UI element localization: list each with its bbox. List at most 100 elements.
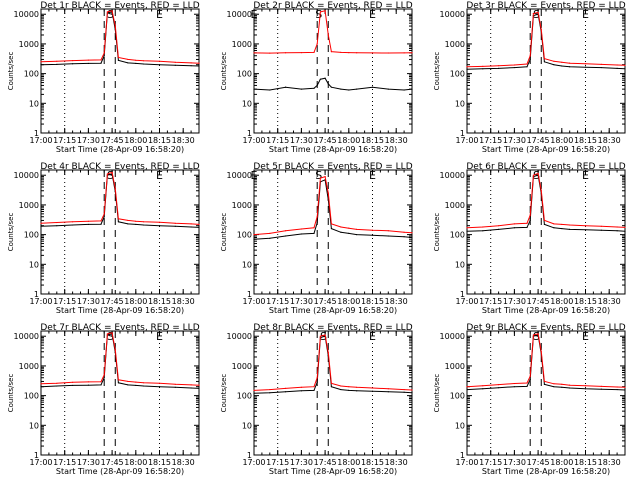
- y-tick-label: 1000: [19, 40, 39, 49]
- x-tick-label: 17:45: [101, 136, 124, 145]
- data-point-lld: [537, 172, 539, 175]
- y-tick-label: 10: [455, 421, 465, 430]
- data-point-events: [371, 86, 374, 88]
- data-point-events: [403, 236, 405, 238]
- data-point-lld: [482, 65, 484, 67]
- x-tick-label: 18:15: [574, 458, 597, 467]
- data-point-lld: [56, 221, 58, 224]
- data-point-events: [269, 237, 271, 239]
- y-tick-label: 10000: [440, 171, 465, 180]
- y-tick-label: 1000: [19, 362, 39, 371]
- data-point-events: [569, 228, 571, 230]
- data-point-events: [411, 392, 413, 394]
- x-tick-label: 18:15: [361, 297, 384, 306]
- panel-6: Det 6r BLACK = Events, RED = LLD 1 10 100 10…: [433, 162, 626, 315]
- data-point-events: [56, 63, 58, 65]
- panel-1: Det 1r BLACK = Events, RED = LLD 1 10 100 10…: [7, 1, 200, 154]
- panel-title: Det 9r BLACK = Events, RED = LLD: [466, 323, 625, 333]
- panel-2: Det 2r BLACK = Events, RED = LLD 1 10 100 10…: [220, 1, 413, 154]
- data-point-events: [285, 235, 287, 237]
- data-point-lld: [316, 377, 318, 379]
- x-tick-label: 18:00: [124, 136, 147, 145]
- data-point-lld: [135, 59, 137, 61]
- data-point-lld: [513, 223, 516, 225]
- data-point-lld: [103, 213, 105, 215]
- data-point-lld: [319, 335, 321, 337]
- data-point-lld: [106, 11, 108, 13]
- x-tick-label: 17:30: [77, 136, 100, 145]
- plot-frame: [40, 330, 200, 456]
- data-point-lld: [324, 10, 326, 12]
- y-tick-label: 10000: [14, 171, 39, 180]
- y-tick-label: 10: [29, 260, 39, 269]
- data-point-lld: [198, 384, 200, 386]
- y-tick-label: 10: [242, 421, 252, 430]
- x-tick-label: 18:30: [385, 136, 408, 145]
- data-point-lld: [117, 379, 120, 381]
- data-point-events: [143, 385, 145, 387]
- series-line-events: [253, 77, 413, 91]
- x-tick-label: 17:00: [29, 136, 52, 145]
- panel-title: Det 4r BLACK = Events, RED = LLD: [40, 162, 199, 172]
- data-point-lld: [540, 29, 542, 31]
- data-point-lld: [72, 381, 74, 383]
- x-tick-label: 17:15: [53, 297, 76, 306]
- y-tick-label: 1: [34, 290, 39, 299]
- data-point-events: [56, 225, 58, 227]
- data-point-lld: [411, 389, 413, 391]
- panel-title: Det 5r BLACK = Events, RED = LLD: [253, 162, 412, 172]
- data-point-lld: [348, 227, 350, 229]
- panel-title: Det 3r BLACK = Events, RED = LLD: [466, 1, 625, 11]
- y-tick-label: 100: [237, 231, 252, 240]
- x-tick-label: 17:45: [527, 136, 550, 145]
- x-tick-label: 17:15: [479, 458, 502, 467]
- data-point-events: [569, 66, 571, 68]
- data-point-events: [340, 231, 342, 233]
- data-point-lld: [624, 386, 626, 388]
- data-point-lld: [313, 386, 315, 388]
- y-tick-label: 1000: [445, 362, 465, 371]
- x-axis-label: Start Time (28-Apr-09 16:58:20): [269, 145, 397, 154]
- data-point-events: [466, 230, 468, 232]
- data-point-lld: [174, 61, 176, 63]
- x-tick-label: 18:30: [598, 297, 621, 306]
- data-point-lld: [403, 388, 405, 391]
- x-tick-label: 17:15: [479, 136, 502, 145]
- data-point-events: [526, 385, 528, 387]
- data-point-events: [103, 216, 105, 218]
- data-point-events: [340, 388, 342, 391]
- x-tick-label: 18:15: [148, 297, 171, 306]
- y-tick-label: 100: [237, 70, 252, 79]
- data-point-lld: [106, 173, 108, 175]
- data-point-events: [569, 387, 571, 389]
- data-point-lld: [114, 188, 116, 190]
- x-tick-label: 18:00: [124, 458, 147, 467]
- plot-frame: [40, 169, 200, 295]
- y-tick-label: 1000: [19, 201, 39, 210]
- data-point-lld: [529, 214, 531, 216]
- x-tick-label: 17:00: [242, 297, 265, 306]
- y-axis-label: Counts/sec: [7, 374, 15, 413]
- data-point-events: [87, 384, 89, 386]
- x-tick-label: 18:30: [172, 297, 195, 306]
- x-tick-label: 17:45: [527, 297, 550, 306]
- data-point-events: [100, 62, 102, 64]
- data-point-lld: [513, 382, 516, 385]
- data-point-lld: [498, 383, 500, 386]
- data-point-events: [319, 78, 321, 80]
- data-point-events: [411, 236, 413, 239]
- data-point-events: [526, 66, 528, 68]
- data-point-lld: [411, 232, 413, 234]
- panel-title: Det 7r BLACK = Events, RED = LLD: [40, 323, 199, 333]
- marker-s: S: [107, 8, 114, 21]
- data-point-lld: [513, 64, 516, 66]
- data-point-events: [198, 226, 200, 228]
- data-point-lld: [387, 230, 389, 232]
- data-point-lld: [371, 387, 374, 389]
- data-point-lld: [127, 219, 129, 222]
- data-point-lld: [616, 226, 618, 228]
- data-point-lld: [103, 52, 105, 54]
- panel-9: Det 9r BLACK = Events, RED = LLD 1 10 100 10…: [433, 323, 626, 476]
- data-point-lld: [624, 226, 626, 228]
- data-point-lld: [340, 51, 342, 53]
